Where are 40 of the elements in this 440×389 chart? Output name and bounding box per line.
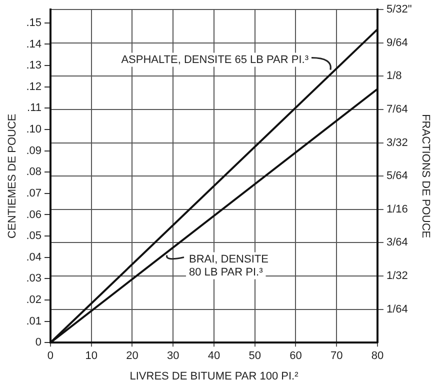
y2-axis-title: FRACTIONS DE POUCE xyxy=(419,114,432,238)
y-tick-label: .08 xyxy=(26,166,42,178)
y-tick-label: .14 xyxy=(26,38,42,50)
x-tick-label: 30 xyxy=(166,350,180,362)
y2-tick-label: 5/64 xyxy=(386,170,408,182)
y-tick-label: .10 xyxy=(26,124,42,136)
y-tick-label: .09 xyxy=(26,144,42,157)
annotation: BRAI, DENSITE 80 LB PAR PI.³ xyxy=(188,253,268,278)
y-tick-label: .01 xyxy=(26,315,42,328)
x-tick-label: 20 xyxy=(126,350,138,362)
y2-tick-label: 9/64 xyxy=(386,36,408,49)
y-tick-label: .06 xyxy=(26,208,42,221)
y-tick-label: .03 xyxy=(26,272,42,285)
x-tick-label: 0 xyxy=(47,350,54,362)
x-tick-label: 50 xyxy=(248,350,261,362)
x-tick-label: 80 xyxy=(371,350,384,362)
y-tick-label: .11 xyxy=(27,102,42,114)
y-tick-label: .15 xyxy=(26,16,42,29)
y-axis-title: CENTIEMES DE POUCE xyxy=(6,114,19,238)
y-tick-label: .12 xyxy=(26,80,42,93)
y-tick-label: .13 xyxy=(26,60,42,72)
y-tick-label: .04 xyxy=(26,251,42,264)
y2-tick-label: 7/64 xyxy=(386,104,408,116)
y2-tick-label: 3/32 xyxy=(386,136,408,149)
y2-tick-label: 1/16 xyxy=(386,203,408,216)
y2-tick-label: 1/64 xyxy=(386,303,408,316)
y2-tick-label: 1/32 xyxy=(386,270,408,282)
y-tick-label: 0 xyxy=(35,336,42,349)
y-tick-label: .05 xyxy=(26,230,42,242)
x-axis-title: LIVRES DE BITUME PAR 100 PI.² xyxy=(130,370,299,382)
x-tick-label: 40 xyxy=(208,350,220,362)
y2-tick-label: 3/64 xyxy=(386,236,408,249)
x-tick-label: 10 xyxy=(85,350,98,362)
y-tick-label: .07 xyxy=(26,187,42,200)
y2-tick-label: 5/32" xyxy=(386,4,412,16)
x-tick-label: 70 xyxy=(330,350,343,362)
y2-tick-label: 1/8 xyxy=(386,70,402,82)
annotation: ASPHALTE, DENSITE 65 LB PAR PI.³ xyxy=(121,54,309,66)
x-tick-label: 60 xyxy=(290,350,302,362)
y-tick-label: .02 xyxy=(26,294,42,306)
